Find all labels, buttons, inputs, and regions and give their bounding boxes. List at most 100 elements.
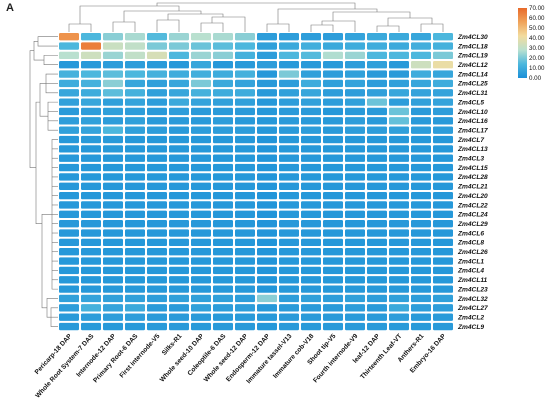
heatmap-cell: [190, 41, 212, 51]
heatmap-cell: [168, 69, 190, 79]
heatmap-cell: [124, 210, 146, 219]
heatmap-cell: [256, 210, 278, 219]
heatmap-cell: [58, 312, 80, 322]
heatmap-cell: [344, 97, 366, 107]
row-label: Zm4CL2: [457, 314, 484, 321]
heatmap-cell: [322, 97, 344, 107]
heatmap-cell: [168, 172, 190, 182]
heatmap-cell: [300, 69, 322, 79]
heatmap-cell: [388, 238, 410, 247]
heatmap-cell: [124, 247, 146, 256]
row-label: Zm4CL30: [457, 34, 488, 41]
heatmap-cell: [322, 238, 344, 247]
heatmap-cell: [124, 275, 146, 285]
heatmap-cell: [388, 303, 410, 313]
heatmap-cell: [168, 60, 190, 69]
heatmap-cell: [124, 144, 146, 154]
heatmap-cell: [278, 97, 300, 107]
heatmap-cell: [146, 191, 168, 200]
heatmap-cell: [278, 219, 300, 228]
heatmap-cell: [344, 200, 366, 210]
heatmap-cell: [322, 153, 344, 163]
heatmap-cell: [300, 153, 322, 163]
heatmap-cell: [234, 97, 256, 107]
heatmap-cell: [58, 191, 80, 200]
heatmap-cell: [124, 312, 146, 322]
row-label: Zm4CL25: [457, 81, 488, 88]
heatmap-cell: [344, 322, 366, 331]
heatmap-cell: [256, 88, 278, 98]
heatmap-cell: [278, 135, 300, 144]
heatmap-cell: [366, 312, 388, 322]
heatmap-cell: [388, 228, 410, 238]
color-scale-tick: 40.00: [529, 35, 545, 42]
heatmap-cell: [410, 79, 432, 88]
heatmap-cell: [58, 210, 80, 219]
heatmap-cell: [322, 275, 344, 285]
heatmap-cell: [388, 163, 410, 172]
heatmap-cell: [256, 238, 278, 247]
heatmap-cell: [212, 219, 234, 228]
row-labels: Zm4CL30 Zm4CL18 Zm4CL19 Zm4CL12 Zm4CL14 Zm4CL…: [457, 34, 488, 331]
heatmap-cell: [432, 163, 454, 172]
heatmap-cell: [278, 191, 300, 200]
heatmap-cell: [80, 51, 102, 60]
heatmap-cell: [168, 228, 190, 238]
row-label: Zm4CL15: [457, 165, 488, 172]
heatmap-cell: [410, 153, 432, 163]
heatmap-cell: [124, 69, 146, 79]
heatmap-cell: [190, 32, 212, 41]
heatmap-cell: [58, 163, 80, 172]
heatmap-cell: [146, 135, 168, 144]
heatmap-cell: [80, 153, 102, 163]
heatmap-cell: [432, 191, 454, 200]
heatmap-cell: [322, 228, 344, 238]
heatmap-cell: [322, 312, 344, 322]
heatmap-cell: [432, 210, 454, 219]
heatmap-cell: [410, 163, 432, 172]
heatmap-cell: [124, 172, 146, 182]
heatmap-cell: [410, 182, 432, 191]
heatmap-cell: [278, 69, 300, 79]
column-label: First internode-V5: [119, 333, 162, 380]
heatmap-cell: [256, 228, 278, 238]
heatmap-cell: [168, 182, 190, 191]
heatmap-cell: [256, 97, 278, 107]
heatmap-cell: [410, 69, 432, 79]
row-label: Zm4CL10: [457, 109, 488, 116]
heatmap-cell: [212, 172, 234, 182]
heatmap-cell: [146, 322, 168, 331]
heatmap-cell: [80, 303, 102, 313]
heatmap-cell: [366, 144, 388, 154]
heatmap-cell: [366, 228, 388, 238]
heatmap-cell: [234, 88, 256, 98]
heatmap-cell: [102, 238, 124, 247]
heatmap-cell: [80, 294, 102, 303]
heatmap-cell: [190, 172, 212, 182]
heatmap-cell: [366, 284, 388, 294]
heatmap-cell: [146, 153, 168, 163]
heatmap-cell: [344, 153, 366, 163]
heatmap-cell: [212, 182, 234, 191]
heatmap-cell: [168, 312, 190, 322]
heatmap-cell: [278, 238, 300, 247]
heatmap-cell: [102, 97, 124, 107]
heatmap-cell: [300, 219, 322, 228]
heatmap-cell: [146, 97, 168, 107]
heatmap-cell: [190, 135, 212, 144]
heatmap-cell: [388, 294, 410, 303]
heatmap-cell: [102, 144, 124, 154]
heatmap-cell: [102, 228, 124, 238]
heatmap-cell: [80, 135, 102, 144]
heatmap-cell: [366, 163, 388, 172]
row-label: Zm4CL16: [457, 118, 488, 125]
heatmap-cell: [168, 294, 190, 303]
heatmap-cell: [322, 79, 344, 88]
heatmap-cell: [168, 200, 190, 210]
row-label: Zm4CL14: [457, 71, 488, 78]
heatmap-cell: [146, 284, 168, 294]
row-label: Zm4CL7: [457, 137, 484, 144]
heatmap-cell: [80, 107, 102, 116]
heatmap-cell: [146, 51, 168, 60]
heatmap-cell: [212, 275, 234, 285]
